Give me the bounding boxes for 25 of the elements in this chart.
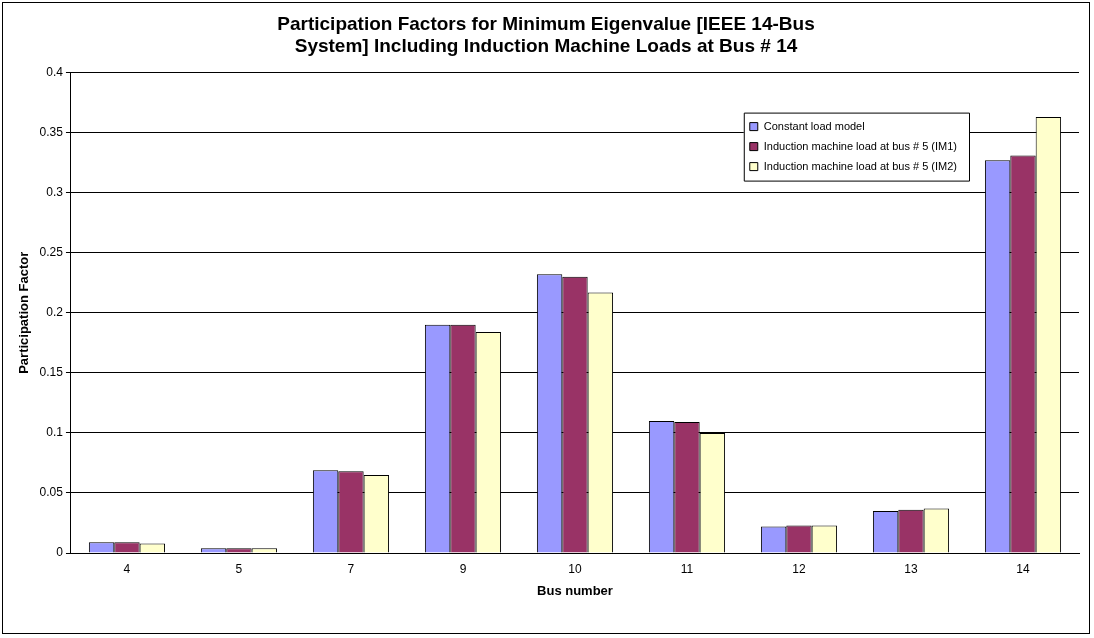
legend-label: Induction machine load at bus # 5 (IM1): [763, 139, 958, 152]
y-tick-label: 0.25: [39, 245, 64, 260]
text: System] Including Induction Machine Loads at Bus # 14: [294, 35, 798, 57]
y-tick-label: 0.3: [46, 185, 64, 200]
x-tick-label: 14: [1016, 561, 1030, 576]
y-tick-label: 0.35: [39, 124, 64, 139]
x-tick-label: 7: [347, 561, 355, 576]
x-axis-title: Bus number: [537, 582, 613, 598]
x-tick-label: 9: [459, 561, 467, 576]
x-tick-label: 12: [792, 561, 806, 576]
y-tick-label: 0.05: [39, 485, 64, 500]
x-tick-label: 5: [235, 561, 243, 576]
y-axis-title: Participation Factor: [16, 251, 32, 374]
y-tick-label: 0: [56, 545, 64, 560]
y-tick-label: 0.4: [46, 64, 64, 79]
x-tick-label: 13: [904, 561, 918, 576]
text: Participation Factors for Minimum Eigenvalue [IEEE 14-Bus: [277, 12, 815, 34]
y-tick-label: 0.2: [46, 305, 64, 320]
y-tick-label: 0.1: [46, 425, 64, 440]
x-tick-label: 11: [680, 561, 694, 576]
x-tick-label: 4: [123, 561, 131, 576]
x-tick-label: 10: [568, 561, 582, 576]
legend-label: Induction machine load at bus # 5 (IM2): [763, 159, 958, 172]
y-tick-label: 0.15: [39, 365, 64, 380]
legend-label: Constant load model: [763, 119, 865, 132]
